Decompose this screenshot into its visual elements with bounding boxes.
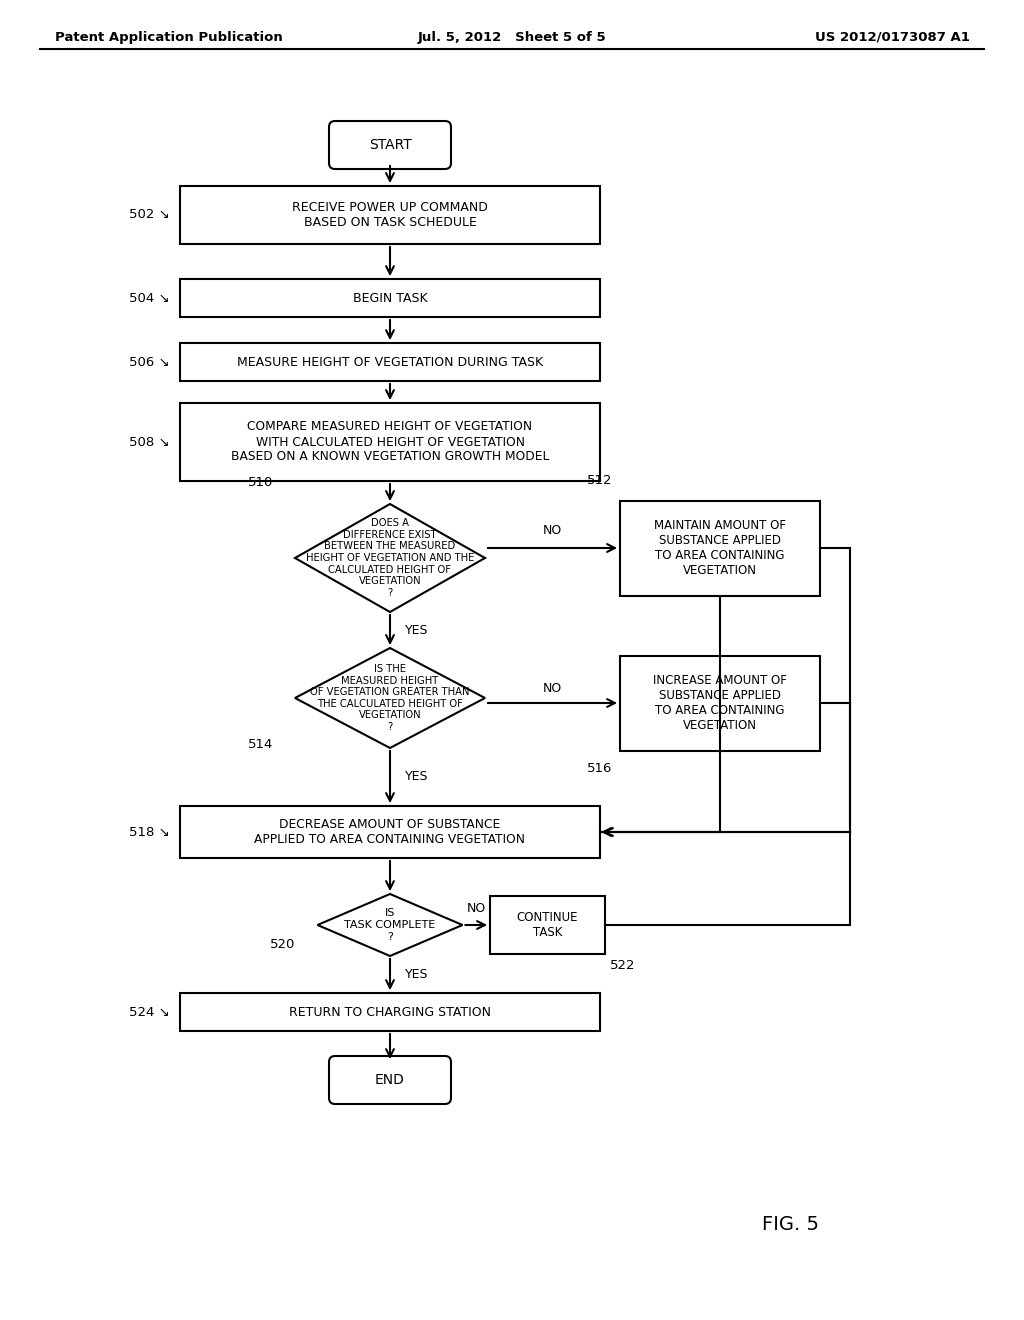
Text: 518 ↘: 518 ↘ xyxy=(129,825,170,838)
Text: 502 ↘: 502 ↘ xyxy=(129,209,170,222)
Text: CONTINUE
TASK: CONTINUE TASK xyxy=(517,911,579,939)
Text: US 2012/0173087 A1: US 2012/0173087 A1 xyxy=(815,30,970,44)
Text: RETURN TO CHARGING STATION: RETURN TO CHARGING STATION xyxy=(289,1006,490,1019)
Polygon shape xyxy=(295,648,485,748)
Text: 516: 516 xyxy=(587,763,612,776)
Text: 510: 510 xyxy=(248,477,273,488)
Bar xyxy=(490,896,605,954)
FancyBboxPatch shape xyxy=(329,1056,451,1104)
Text: END: END xyxy=(375,1073,404,1086)
Text: FIG. 5: FIG. 5 xyxy=(762,1216,818,1234)
Text: Patent Application Publication: Patent Application Publication xyxy=(55,30,283,44)
Text: 512: 512 xyxy=(587,474,612,487)
Bar xyxy=(180,993,600,1031)
Bar xyxy=(180,403,600,480)
Text: MEASURE HEIGHT OF VEGETATION DURING TASK: MEASURE HEIGHT OF VEGETATION DURING TASK xyxy=(237,355,543,368)
Text: NO: NO xyxy=(543,681,562,694)
Text: 522: 522 xyxy=(610,960,636,972)
Text: IS THE
MEASURED HEIGHT
OF VEGETATION GREATER THAN
THE CALCULATED HEIGHT OF
VEGET: IS THE MEASURED HEIGHT OF VEGETATION GRE… xyxy=(310,664,470,733)
FancyBboxPatch shape xyxy=(329,121,451,169)
Bar xyxy=(180,343,600,381)
Bar xyxy=(180,186,600,244)
Text: Jul. 5, 2012   Sheet 5 of 5: Jul. 5, 2012 Sheet 5 of 5 xyxy=(418,30,606,44)
Bar xyxy=(620,500,820,595)
Bar xyxy=(180,807,600,858)
Text: COMPARE MEASURED HEIGHT OF VEGETATION
WITH CALCULATED HEIGHT OF VEGETATION
BASED: COMPARE MEASURED HEIGHT OF VEGETATION WI… xyxy=(230,421,549,463)
Text: 514: 514 xyxy=(248,738,273,751)
Text: INCREASE AMOUNT OF
SUBSTANCE APPLIED
TO AREA CONTAINING
VEGETATION: INCREASE AMOUNT OF SUBSTANCE APPLIED TO … xyxy=(653,675,786,733)
Text: YES: YES xyxy=(406,623,428,636)
Text: 508 ↘: 508 ↘ xyxy=(129,436,170,449)
Text: 504 ↘: 504 ↘ xyxy=(129,292,170,305)
Text: DOES A
DIFFERENCE EXIST
BETWEEN THE MEASURED
HEIGHT OF VEGETATION AND THE
CALCUL: DOES A DIFFERENCE EXIST BETWEEN THE MEAS… xyxy=(306,519,474,598)
Text: MAINTAIN AMOUNT OF
SUBSTANCE APPLIED
TO AREA CONTAINING
VEGETATION: MAINTAIN AMOUNT OF SUBSTANCE APPLIED TO … xyxy=(654,519,786,577)
Polygon shape xyxy=(295,504,485,612)
Polygon shape xyxy=(317,894,463,956)
Text: 506 ↘: 506 ↘ xyxy=(129,355,170,368)
Text: NO: NO xyxy=(467,903,485,916)
Text: 520: 520 xyxy=(270,939,296,952)
Text: RECEIVE POWER UP COMMAND
BASED ON TASK SCHEDULE: RECEIVE POWER UP COMMAND BASED ON TASK S… xyxy=(292,201,488,228)
Text: START: START xyxy=(369,139,412,152)
Bar xyxy=(180,279,600,317)
Text: YES: YES xyxy=(406,968,428,981)
Text: NO: NO xyxy=(543,524,562,536)
Text: BEGIN TASK: BEGIN TASK xyxy=(352,292,427,305)
Text: 524 ↘: 524 ↘ xyxy=(129,1006,170,1019)
Text: IS
TASK COMPLETE
?: IS TASK COMPLETE ? xyxy=(344,908,435,941)
Bar xyxy=(620,656,820,751)
Text: DECREASE AMOUNT OF SUBSTANCE
APPLIED TO AREA CONTAINING VEGETATION: DECREASE AMOUNT OF SUBSTANCE APPLIED TO … xyxy=(255,818,525,846)
Text: YES: YES xyxy=(406,771,428,784)
